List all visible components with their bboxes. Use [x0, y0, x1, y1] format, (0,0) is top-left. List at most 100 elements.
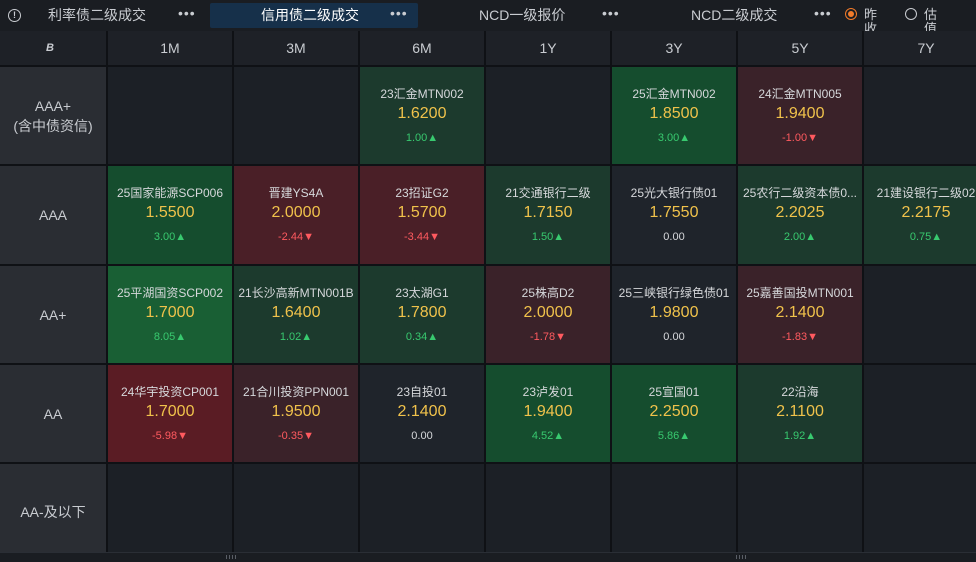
bond-cell[interactable]: 25汇金MTN002 1.8500 3.00▲	[612, 67, 736, 164]
bond-name: 24华宇投资CP001	[120, 385, 220, 399]
column-header: 3Y	[612, 31, 736, 65]
credit-bond-matrix: B 1M 3M 6M 1Y 3Y 5Y 7Y AAA+ (含中债资信) 23汇金MT…	[0, 31, 976, 560]
bond-cell[interactable]: 21交通银行二级 1.7150 1.50▲	[486, 166, 610, 264]
radio-prev-close[interactable]	[845, 8, 857, 20]
bond-cell[interactable]: 23汇金MTN002 1.6200 1.00▲	[360, 67, 484, 164]
bond-cell[interactable]: 25嘉善国投MTN001 2.1400 -1.83▼	[738, 266, 862, 363]
bond-cell[interactable]: 21长沙高新MTN001B 1.6400 1.02▲	[234, 266, 358, 363]
radio-valuation[interactable]	[905, 8, 917, 20]
resize-grip-icon[interactable]	[226, 555, 236, 559]
more-icon[interactable]: •••	[814, 5, 832, 21]
bond-yield: 1.9800	[649, 304, 699, 321]
rating-label: AAA	[38, 207, 67, 223]
bond-change: -2.44▼	[278, 231, 314, 243]
bond-name: 25国家能源SCP006	[116, 186, 224, 200]
tab-rate-bond-secondary[interactable]: 利率债二级成交 •••	[30, 3, 200, 28]
more-icon[interactable]: •••	[178, 5, 196, 21]
tab-credit-bond-secondary[interactable]: 信用债二级成交 •••	[210, 3, 418, 28]
bond-cell[interactable]: 21合川投资PPN001 1.9500 -0.35▼	[234, 365, 358, 462]
empty-cell	[864, 67, 976, 164]
bond-cell[interactable]: 25三峡银行绿色债01 1.9800 0.00	[612, 266, 736, 363]
bond-yield: 2.1400	[775, 304, 825, 321]
bond-cell[interactable]: 25宣国01 2.2500 5.86▲	[612, 365, 736, 462]
bond-cell[interactable]: 25平湖国资SCP002 1.7000 8.05▲	[108, 266, 232, 363]
bond-cell[interactable]: 21建设银行二级02 2.2175 0.75▲	[864, 166, 976, 264]
bond-name: 23泸发01	[522, 385, 574, 399]
bond-yield: 1.7550	[649, 204, 699, 221]
bond-yield: 2.2175	[901, 204, 951, 221]
resize-bar[interactable]	[0, 552, 976, 562]
bond-change: 0.75▲	[909, 231, 943, 243]
bond-yield: 2.1100	[776, 403, 824, 420]
bond-yield: 1.7000	[145, 304, 195, 321]
more-icon[interactable]: •••	[390, 5, 408, 21]
column-header: 5Y	[738, 31, 862, 65]
empty-cell	[486, 67, 610, 164]
empty-cell	[360, 464, 484, 560]
bond-yield: 1.7800	[397, 304, 447, 321]
bond-cell[interactable]: 晋建YS4A 2.0000 -2.44▼	[234, 166, 358, 264]
rating-label: AA+	[39, 306, 67, 323]
bond-yield: 1.7150	[523, 204, 573, 221]
bond-name: 25平湖国资SCP002	[116, 286, 224, 300]
bond-yield: 2.1400	[397, 403, 447, 420]
bond-name: 晋建YS4A	[268, 186, 324, 200]
bond-name: 21合川投资PPN001	[242, 385, 350, 399]
bond-name: 21交通银行二级	[505, 186, 591, 200]
bond-yield: 1.9400	[775, 105, 825, 122]
bond-change: 0.00	[663, 231, 685, 243]
bond-yield: 1.6200	[397, 105, 447, 122]
bond-cell[interactable]: 25国家能源SCP006 1.5500 3.00▲	[108, 166, 232, 264]
tab-ncd-primary-quote[interactable]: NCD一级报价 •••	[430, 3, 630, 28]
bond-change: 3.00▲	[657, 132, 691, 144]
column-header: 1M	[108, 31, 232, 65]
rating-label: AAA+	[34, 97, 72, 114]
tab-label: 利率债二级成交	[48, 7, 146, 23]
bond-cell[interactable]: 24华宇投资CP001 1.7000 -5.98▼	[108, 365, 232, 462]
empty-cell	[108, 464, 232, 560]
bond-cell[interactable]: 24汇金MTN005 1.9400 -1.00▼	[738, 67, 862, 164]
column-header: 7Y	[864, 31, 976, 65]
row-header: AA-及以下	[0, 464, 106, 560]
bond-change: 0.00	[663, 331, 685, 343]
bond-change: -1.00▼	[782, 132, 818, 144]
empty-cell	[864, 464, 976, 560]
rating-label: AA-及以下	[20, 504, 86, 520]
bond-name: 21建设银行二级02	[876, 186, 976, 200]
bond-yield: 1.6400	[271, 304, 321, 321]
row-header: AAA+ (含中债资信)	[0, 67, 106, 164]
tab-label: 信用债二级成交	[261, 7, 359, 23]
info-icon[interactable]: !	[8, 9, 21, 22]
bond-cell[interactable]: 25光大银行债01 1.7550 0.00	[612, 166, 736, 264]
bond-name: 25光大银行债01	[630, 186, 718, 200]
bond-change: -5.98▼	[152, 430, 188, 442]
bond-yield: 1.8500	[649, 105, 699, 122]
bond-change: 1.02▲	[279, 331, 313, 343]
corner-cell: B	[0, 31, 106, 65]
bond-change: 1.92▲	[783, 430, 817, 442]
bond-cell[interactable]: 23自投01 2.1400 0.00	[360, 365, 484, 462]
bond-cell[interactable]: 23泸发01 1.9400 4.52▲	[486, 365, 610, 462]
bond-change: 5.86▲	[657, 430, 691, 442]
bond-cell[interactable]: 23太湖G1 1.7800 0.34▲	[360, 266, 484, 363]
bond-name: 22沿海	[781, 385, 819, 399]
bond-change: -3.44▼	[404, 231, 440, 243]
bond-change: 8.05▲	[153, 331, 187, 343]
more-icon[interactable]: •••	[602, 5, 620, 21]
bond-yield: 2.0000	[271, 204, 321, 221]
resize-grip-icon[interactable]	[736, 555, 746, 559]
bond-name: 25汇金MTN002	[632, 87, 716, 101]
bond-cell[interactable]: 25农行二级资本债0... 2.2025 2.00▲	[738, 166, 862, 264]
bond-name: 23招证G2	[395, 186, 449, 200]
bond-cell[interactable]: 22沿海 2.1100 1.92▲	[738, 365, 862, 462]
column-header: 3M	[234, 31, 358, 65]
bond-yield: 1.7000	[145, 403, 195, 420]
bond-cell[interactable]: 25株高D2 2.0000 -1.78▼	[486, 266, 610, 363]
empty-cell	[234, 464, 358, 560]
bond-change: 4.52▲	[531, 430, 565, 442]
bond-name: 25农行二级资本债0...	[742, 186, 858, 200]
bond-cell[interactable]: 23招证G2 1.5700 -3.44▼	[360, 166, 484, 264]
empty-cell	[234, 67, 358, 164]
empty-cell	[486, 464, 610, 560]
tab-ncd-secondary[interactable]: NCD二级成交 •••	[640, 3, 835, 28]
